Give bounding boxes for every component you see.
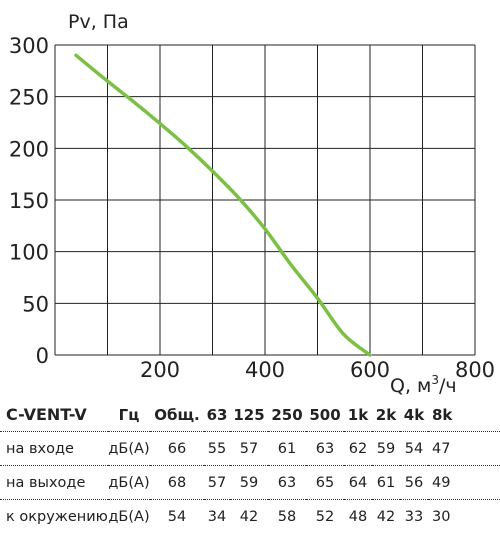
table-cell: 59: [239, 474, 259, 491]
header-cell: 8k: [432, 405, 453, 424]
pressure-flow-chart: 0 50 100 150 200 250 300 200 400 600 800 Pv, Па Q,…: [9, 11, 495, 397]
table-cell: 54: [167, 508, 187, 525]
y-axis-label: Pv, Па: [68, 11, 129, 33]
table-cell: 65: [315, 474, 335, 491]
x-axis-label-sup: 3: [431, 373, 439, 387]
row-label: на входе: [6, 440, 74, 457]
y-tick-label: 250: [9, 86, 49, 110]
table-cell: 49: [432, 474, 451, 491]
table-cell: 61: [376, 474, 396, 491]
header-cell: 1k: [347, 405, 369, 424]
chart-grid: [54, 44, 476, 356]
chart-series-layer: [74, 53, 372, 357]
noise-table: C-VENT-V Гц Общ. 63 125 250 500 1k 2k 4k…: [0, 398, 500, 533]
table-cell: 42: [376, 508, 396, 525]
x-tick-label: 800: [455, 358, 495, 382]
table-cell: 42: [239, 508, 259, 525]
table-cell: 57: [207, 474, 227, 491]
header-cell: Общ.: [154, 405, 200, 424]
table-cell: 34: [207, 508, 227, 525]
series-line: [74, 53, 372, 357]
row-unit: дБ(А): [108, 440, 150, 457]
x-tick-label: 400: [245, 358, 285, 382]
table-cell: 52: [315, 508, 335, 525]
header-cell: 125: [233, 405, 265, 424]
row-unit: дБ(А): [108, 508, 150, 525]
table-cell: 68: [167, 474, 187, 491]
row-label: к окружению: [6, 508, 108, 525]
table-header-row: C-VENT-V Гц Общ. 63 125 250 500 1k 2k 4k…: [0, 398, 500, 432]
header-cell: 4k: [403, 405, 425, 424]
y-tick-label: 200: [9, 137, 49, 161]
x-tick-label: 600: [350, 358, 390, 382]
header-cell: 250: [271, 405, 303, 424]
x-axis-label-prefix: Q, м: [390, 375, 431, 397]
table-cell: 62: [348, 440, 368, 457]
table-cell: 59: [376, 440, 396, 457]
table-cell: 56: [404, 474, 424, 491]
table-cell: 55: [207, 440, 227, 457]
y-tick-label: 300: [9, 34, 49, 58]
table-cell: 63: [277, 474, 297, 491]
y-tick-label: 50: [22, 292, 49, 316]
table-row: на выходе дБ(А) 68 57 59 63 65 64 61 56 49: [0, 465, 500, 500]
x-axis-label: Q, м3/ч: [390, 373, 457, 397]
table-cell: 33: [404, 508, 424, 525]
header-cell: 63: [206, 405, 228, 424]
table-cell: 64: [348, 474, 368, 491]
y-tick-label: 0: [36, 344, 49, 368]
table-cell: 48: [348, 508, 368, 525]
chart-tick-labels: 0 50 100 150 200 250 300 200 400 600 800: [9, 34, 495, 382]
x-axis-label-suffix: /ч: [439, 375, 457, 397]
table-cell: 57: [239, 440, 259, 457]
x-tick-label: 200: [140, 358, 180, 382]
table-cell: 66: [167, 440, 187, 457]
y-tick-label: 100: [9, 241, 49, 265]
header-cell: 500: [309, 405, 341, 424]
table-cell: 63: [315, 440, 335, 457]
table-cell: 30: [432, 508, 451, 525]
row-label: на выходе: [6, 474, 86, 491]
model-name: C-VENT-V: [6, 405, 87, 424]
table-cell: 61: [277, 440, 297, 457]
header-cell: Гц: [118, 405, 140, 424]
table-row: на входе дБ(А) 66 55 57 61 63 62 59 54 47: [0, 431, 500, 466]
table-cell: 47: [432, 440, 451, 457]
header-cell: 2k: [375, 405, 397, 424]
y-tick-label: 150: [9, 189, 49, 213]
row-unit: дБ(А): [108, 474, 150, 491]
table-row: к окружению дБ(А) 54 34 42 58 52 48 42 33 30: [0, 499, 500, 534]
table-cell: 54: [404, 440, 424, 457]
table-cell: 58: [277, 508, 297, 525]
